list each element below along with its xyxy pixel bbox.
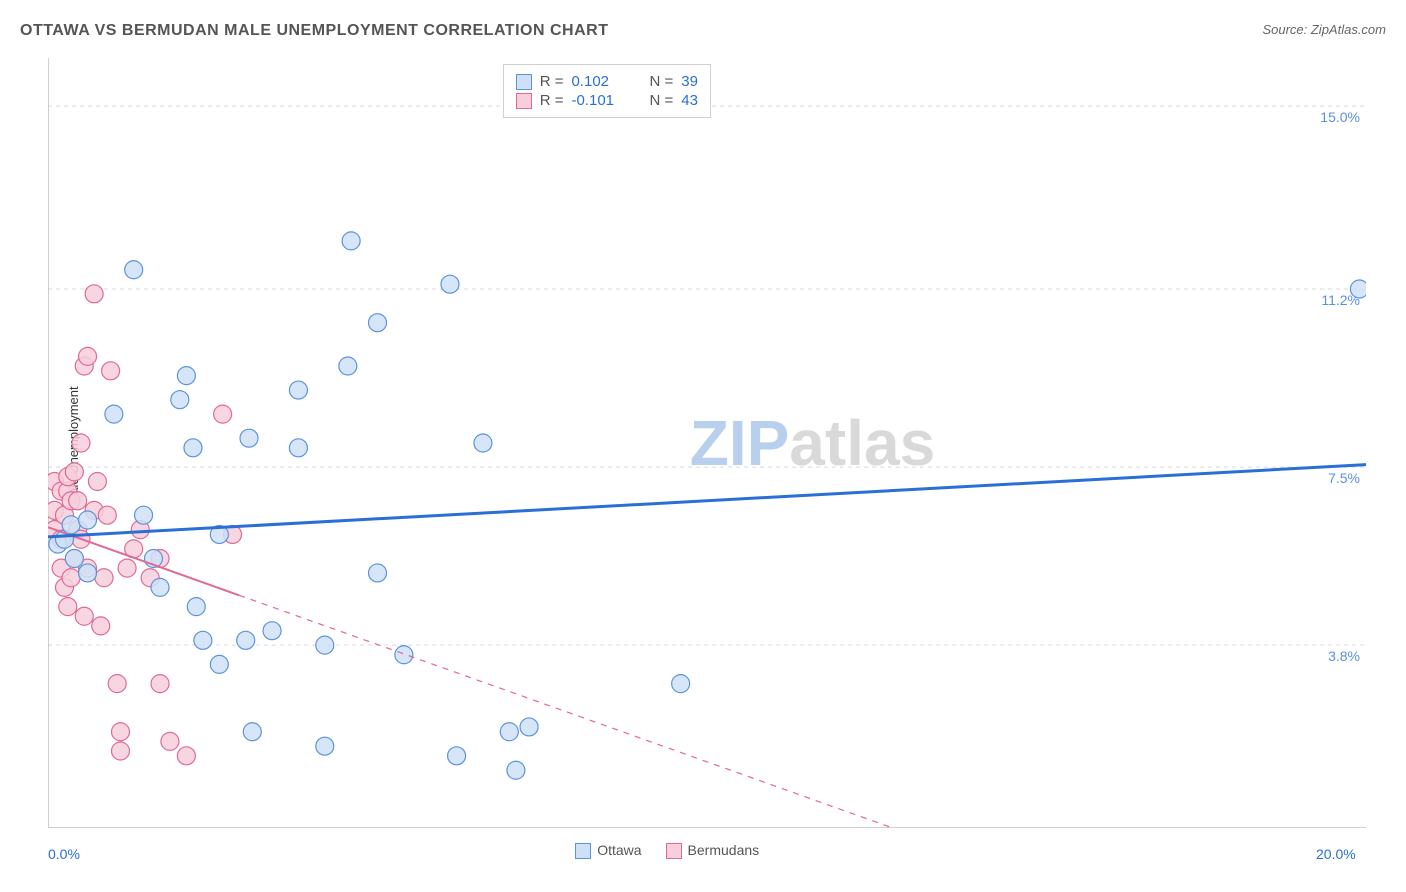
legend-swatch-bermudans: [666, 843, 682, 859]
svg-text:7.5%: 7.5%: [1328, 470, 1360, 486]
stats-swatch: [516, 93, 532, 109]
x-axis-min-label: 0.0%: [48, 846, 80, 862]
legend-label-ottawa: Ottawa: [597, 842, 641, 858]
source-attribution: Source: ZipAtlas.com: [1262, 22, 1386, 37]
svg-text:3.8%: 3.8%: [1328, 648, 1360, 664]
scatter-plot: 3.8%7.5%11.2%15.0% ZIPatlas R = 0.102N =…: [48, 58, 1366, 828]
legend-item-ottawa: Ottawa: [575, 842, 641, 859]
legend-swatch-ottawa: [575, 843, 591, 859]
stats-legend-box: R = 0.102N = 39 R = -0.101N = 43: [503, 64, 711, 118]
stats-row: R = 0.102N = 39: [516, 73, 698, 90]
stats-swatch: [516, 74, 532, 90]
chart-title: OTTAWA VS BERMUDAN MALE UNEMPLOYMENT COR…: [20, 22, 608, 40]
legend-item-bermudans: Bermudans: [666, 842, 760, 859]
stats-row: R = -0.101N = 43: [516, 92, 698, 109]
source-link[interactable]: ZipAtlas.com: [1311, 22, 1386, 37]
source-prefix: Source:: [1262, 22, 1310, 37]
legend-bottom: Ottawa Bermudans: [575, 842, 759, 859]
plot-svg: 3.8%7.5%11.2%15.0%: [48, 58, 1366, 828]
legend-label-bermudans: Bermudans: [688, 842, 760, 858]
svg-text:15.0%: 15.0%: [1320, 109, 1360, 125]
x-axis-max-label: 20.0%: [1316, 846, 1356, 862]
